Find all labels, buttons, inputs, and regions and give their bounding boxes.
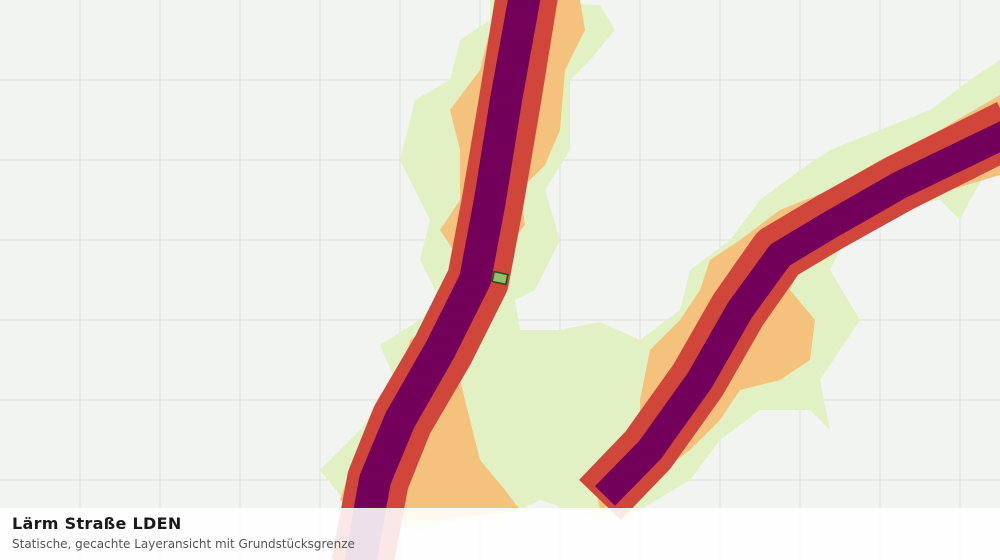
noise-zone-very-high (344, 0, 1000, 560)
layer-title: Lärm Straße LDEN (12, 514, 182, 533)
parcel-boundary (491, 270, 509, 286)
legend-panel: Lärm Straße LDEN Statische, gecachte Lay… (0, 508, 1000, 560)
layer-subtitle: Statische, gecachte Layeransicht mit Gru… (12, 537, 355, 551)
